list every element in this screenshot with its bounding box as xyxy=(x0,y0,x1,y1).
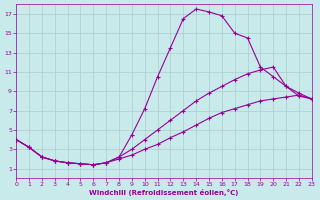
X-axis label: Windchill (Refroidissement éolien,°C): Windchill (Refroidissement éolien,°C) xyxy=(89,189,239,196)
